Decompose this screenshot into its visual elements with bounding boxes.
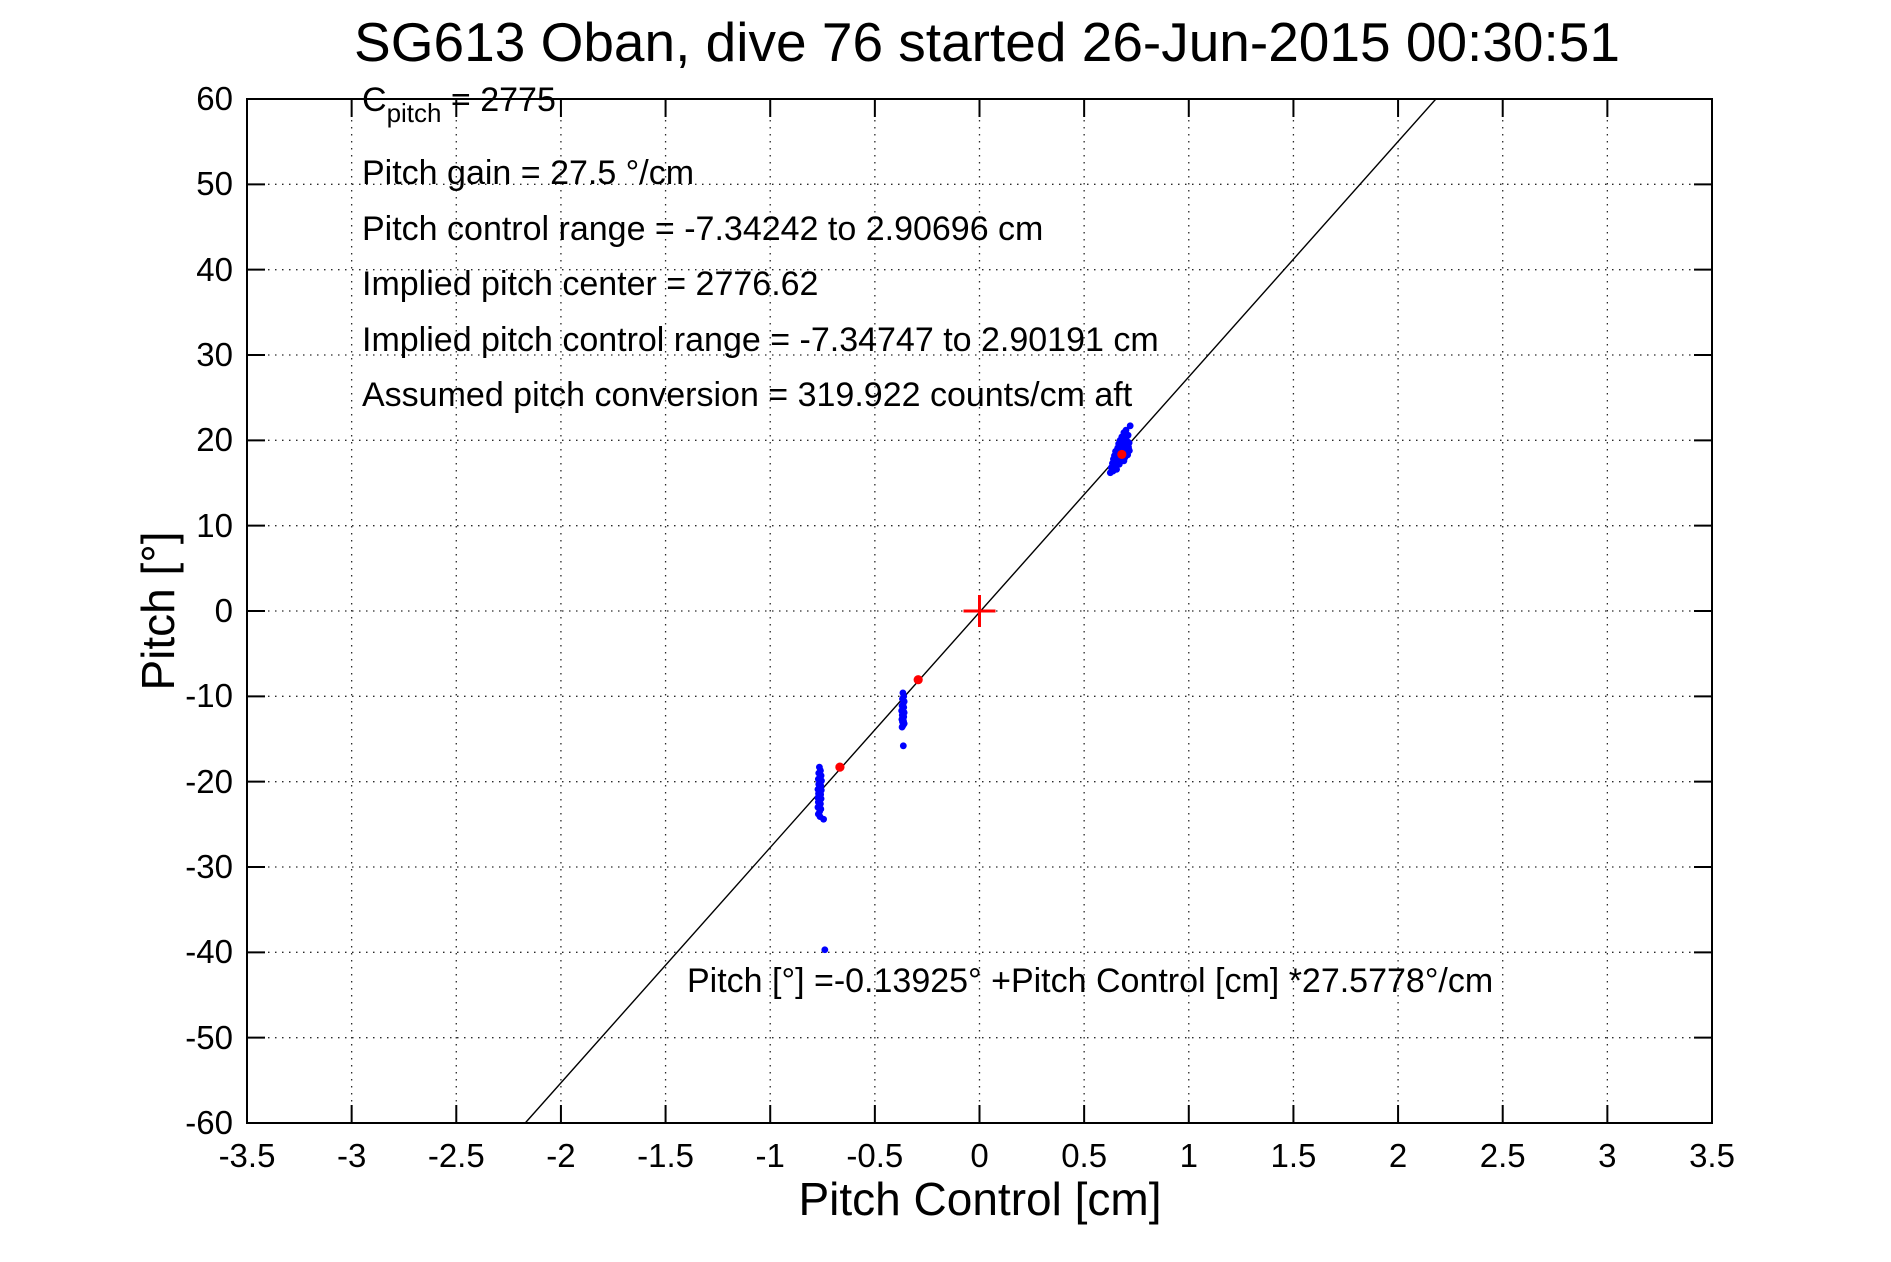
y-tick-label: -10 [185,677,233,715]
c-pitch-subscript: pitch [386,98,442,128]
y-tick-label: -40 [185,933,233,971]
data-point-implied-control-centers [835,762,845,772]
x-tick-label: 2.5 [1479,1137,1526,1174]
stat-pitch-gain: Pitch gain = 27.5 °/cm [362,154,695,192]
data-point-observed-pitch-vs-control [898,723,906,731]
y-tick-label: 60 [196,80,233,117]
x-tick-label: 3.5 [1689,1137,1735,1174]
y-tick-label: 30 [196,336,233,373]
data-point-observed-pitch-vs-control [899,742,907,750]
x-tick-label: 0.5 [1061,1137,1108,1174]
y-tick-label: 50 [196,165,233,203]
stats-annotation-block: Cpitch = 2775 Pitch gain = 27.5 °/cm Pit… [362,76,1159,424]
x-tick-label: -0.5 [846,1137,904,1174]
stat-implied-pitch-center: Implied pitch center = 2776.62 [362,265,819,303]
c-pitch-value: = 2775 [441,81,556,119]
x-tick-label: 3 [1598,1137,1617,1174]
y-tick-label: -30 [185,848,233,885]
chart-title: SG613 Oban, dive 76 started 26-Jun-2015 … [354,11,1620,73]
x-tick-label: -1.5 [637,1137,694,1174]
y-tick-label: 20 [196,421,233,459]
x-tick-label: 1.5 [1270,1137,1317,1174]
c-pitch-line: Cpitch = 2775 [362,76,1159,146]
axes-box [246,98,1713,1124]
stat-pitch-control-range: Pitch control range = -7.34242 to 2.9069… [362,209,1044,248]
data-point-observed-pitch-vs-control [821,946,829,954]
x-tick-label: -1 [755,1137,785,1174]
data-point-implied-control-centers [1117,449,1127,460]
c-pitch-base: C [362,81,387,119]
data-point-observed-pitch-vs-control [1106,469,1114,477]
stat-implied-pitch-control-range: Implied pitch control range = -7.34747 t… [362,320,1159,359]
data-point-observed-pitch-vs-control [1126,422,1134,430]
y-tick-label: -50 [185,1018,233,1056]
x-tick-label: 2 [1388,1137,1408,1174]
y-tick-label: 10 [196,506,233,544]
y-tick-label: 40 [196,250,233,288]
y-tick-label: -20 [185,762,233,800]
x-tick-label: 0 [970,1137,989,1174]
x-tick-label: -3 [336,1137,367,1174]
origin-plus-marker [963,595,996,627]
y-tick-label: 0 [214,592,233,629]
x-axis-label: Pitch Control [cm] [798,1173,1162,1225]
fit-equation-label: Pitch [°] =-0.13925° +Pitch Control [cm]… [687,962,1494,1000]
y-tick-label: -60 [185,1104,233,1141]
data-point-observed-pitch-vs-control [820,815,827,823]
x-tick-label: -2 [546,1137,576,1174]
stat-assumed-pitch-conversion: Assumed pitch conversion = 319.922 count… [362,376,1133,414]
x-tick-label: 1 [1179,1137,1198,1174]
data-point-implied-control-centers [913,675,923,685]
x-tick-label: -2.5 [427,1137,485,1174]
x-tick-label: -3.5 [218,1137,276,1174]
